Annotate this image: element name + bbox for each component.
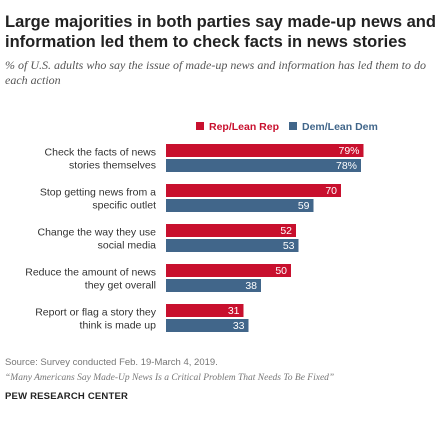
data-label: 38	[245, 280, 257, 292]
legend-swatch	[289, 122, 297, 130]
bar	[166, 319, 249, 332]
source-note: Source: Survey conducted Feb. 19-March 4…	[5, 357, 218, 368]
bar-chart: Rep/Lean Rep Dem/Lean Dem 79% 78% Check the …	[25, 121, 378, 332]
category-label: Report or flag a story they	[35, 307, 157, 319]
chart-title: Large majorities in both parties say mad…	[5, 13, 436, 51]
bar	[166, 159, 361, 172]
report-title: “Many Americans Say Made-Up News Is a Cr…	[5, 373, 335, 383]
chart-subtitle: % of U.S. adults who say the issue of ma…	[5, 58, 426, 87]
data-label: 59	[298, 200, 310, 212]
legend-label: Dem/Lean Dem	[302, 121, 378, 133]
data-label: 31	[228, 305, 240, 317]
data-label: 79%	[338, 145, 359, 157]
bar	[166, 184, 341, 197]
bar	[166, 239, 299, 252]
category-label: social media	[98, 240, 157, 252]
bar	[166, 304, 244, 317]
category-label: Reduce the amount of news	[25, 267, 156, 279]
category-label: Change the way they use	[38, 227, 157, 239]
bar	[166, 279, 261, 292]
legend-swatch	[196, 122, 204, 130]
category-label: think is made up	[80, 320, 157, 332]
organization-name: PEW RESEARCH CENTER	[5, 391, 129, 402]
data-label: 53	[283, 240, 295, 252]
data-label: 33	[233, 320, 245, 332]
category-label: specific outlet	[92, 200, 156, 212]
data-label: 70	[325, 185, 337, 197]
category-label: they get overall	[85, 280, 156, 292]
category-label: Stop getting news from a	[40, 187, 156, 199]
bar	[166, 264, 291, 277]
bar	[166, 224, 296, 237]
category-label: stories themselves	[69, 160, 156, 172]
bar	[166, 199, 314, 212]
data-label: 78%	[336, 160, 357, 172]
data-label: 50	[275, 265, 287, 277]
data-label: 52	[280, 225, 292, 237]
bar	[166, 144, 364, 157]
legend-label: Rep/Lean Rep	[209, 121, 279, 133]
category-label: Check the facts of news	[45, 147, 156, 159]
